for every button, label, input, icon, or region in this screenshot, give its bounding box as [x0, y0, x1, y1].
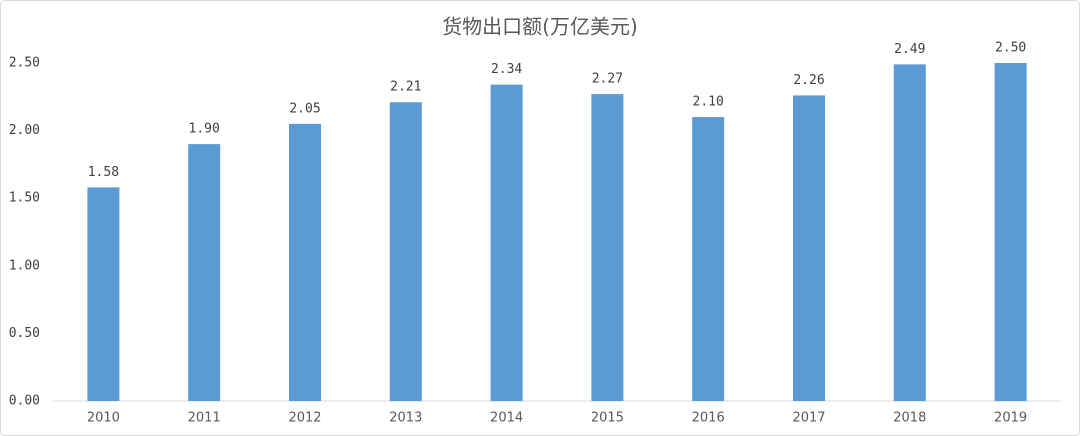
- x-tick-label: 2010: [87, 411, 120, 426]
- value-label: 2.10: [693, 95, 724, 110]
- y-tick-label: 1.50: [9, 191, 40, 206]
- x-tick-label: 2014: [490, 411, 523, 426]
- bar: [692, 117, 725, 401]
- bar: [289, 123, 321, 401]
- x-tick-label: 2011: [188, 411, 221, 426]
- x-tick-label: 2013: [389, 411, 422, 426]
- y-tick-label: 2.00: [9, 123, 40, 138]
- y-tick-label: 2.50: [9, 56, 40, 71]
- y-tick-label: 0.00: [9, 394, 40, 409]
- x-tick-label: 2019: [994, 411, 1027, 426]
- y-tick-label: 1.00: [9, 258, 40, 273]
- bar: [87, 187, 120, 401]
- value-label: 2.21: [390, 80, 421, 95]
- chart-title: 货物出口额(万亿美元): [442, 15, 638, 39]
- bar: [994, 63, 1027, 401]
- value-label: 1.90: [189, 122, 220, 137]
- x-tick-label: 2017: [792, 411, 825, 426]
- bar: [490, 84, 523, 401]
- bar: [188, 144, 221, 401]
- y-tick-label: 0.50: [9, 326, 40, 341]
- value-label: 2.50: [995, 41, 1026, 56]
- bar: [389, 102, 422, 401]
- x-tick-label: 2012: [288, 411, 321, 426]
- value-label: 2.49: [894, 42, 925, 57]
- bar: [893, 64, 926, 402]
- bar: [793, 95, 825, 401]
- value-label: 1.58: [88, 165, 119, 180]
- x-tick-label: 2015: [591, 411, 624, 426]
- value-label: 2.34: [491, 62, 522, 77]
- value-label: 2.05: [289, 101, 320, 116]
- value-label: 2.26: [793, 73, 824, 88]
- bar: [591, 94, 624, 401]
- value-label: 2.27: [592, 72, 623, 87]
- x-tick-label: 2016: [692, 411, 725, 426]
- x-tick-label: 2018: [893, 411, 926, 426]
